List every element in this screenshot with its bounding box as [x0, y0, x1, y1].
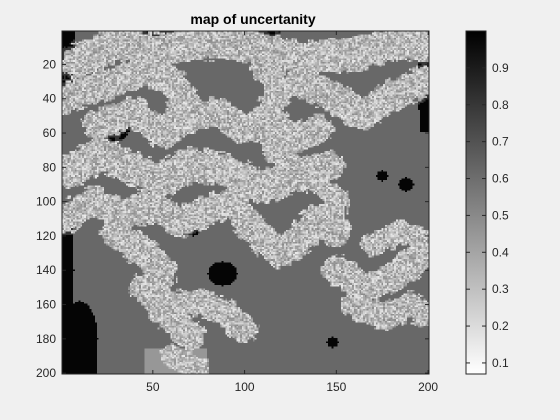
y-tick-label: 100 — [36, 195, 56, 209]
y-tick-label: 180 — [36, 332, 56, 346]
x-tick-label: 200 — [418, 380, 438, 394]
x-tick-label: 50 — [146, 380, 160, 394]
x-tick-label: 100 — [235, 380, 255, 394]
chart-title: map of uncertanity — [190, 11, 315, 27]
plot-frame — [61, 30, 430, 375]
y-tick-label: 60 — [43, 126, 57, 140]
colorbar-tick-label: 0.1 — [492, 356, 509, 370]
colorbar-tick-label: 0.8 — [492, 98, 509, 112]
colorbar-tick-label: 0.6 — [492, 172, 509, 186]
heatmap-image-wrapper — [62, 31, 429, 374]
y-axis: 20 40 60 80 100 120 140 160 180 200 — [36, 57, 429, 380]
heatmap-plot — [61, 30, 430, 375]
y-tick-label: 200 — [36, 366, 56, 380]
colorbar-tick-label: 0.2 — [492, 319, 509, 333]
x-tick-label: 150 — [326, 380, 346, 394]
colorbar: 0.1 0.2 0.3 0.4 0.5 0.6 0.7 0.8 0.9 — [465, 30, 509, 375]
y-tick-label: 140 — [36, 263, 56, 277]
y-tick-label: 120 — [36, 229, 56, 243]
y-tick-label: 160 — [36, 298, 56, 312]
y-tick-label: 20 — [43, 57, 57, 71]
colorbar-tick-label: 0.7 — [492, 135, 509, 149]
colorbar-ticks: 0.1 0.2 0.3 0.4 0.5 0.6 0.7 0.8 0.9 — [466, 61, 509, 370]
colorbar-tick-label: 0.4 — [492, 245, 509, 259]
colorbar-tick-label: 0.5 — [492, 208, 509, 222]
heatmap-image — [62, 31, 429, 374]
colorbar-tick-label: 0.9 — [492, 61, 509, 75]
y-tick-label: 80 — [43, 160, 57, 174]
y-tick-label: 40 — [43, 92, 57, 106]
colorbar-tick-label: 0.3 — [492, 282, 509, 296]
colorbar-gradient — [465, 30, 487, 375]
x-axis: 50 100 150 200 — [146, 31, 438, 394]
